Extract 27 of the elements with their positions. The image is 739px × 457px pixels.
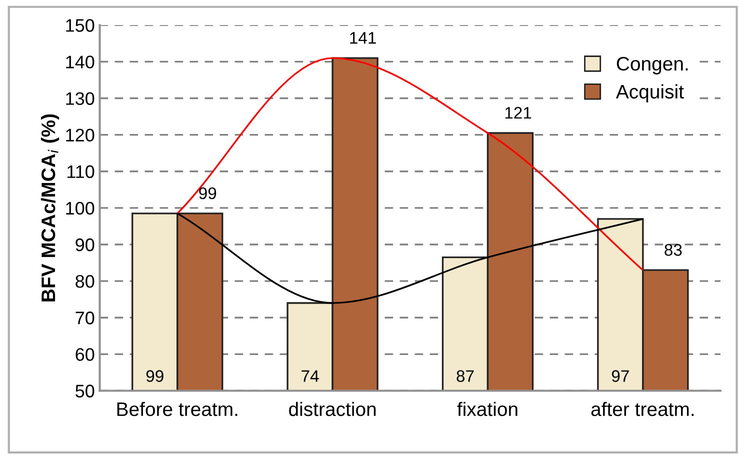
y-tick-label: 100	[66, 202, 94, 215]
y-axis-title: BFV MCAc/MCA$_{i}$ (%)	[40, 114, 60, 302]
y-tick-label: 140	[66, 56, 94, 68]
y-tick-label: 130	[66, 92, 94, 105]
y-tick-label: 70	[76, 312, 94, 324]
data-label: 141	[350, 32, 376, 44]
x-tick-label: fixation	[457, 402, 518, 416]
y-tick-label: 110	[67, 165, 94, 178]
y-tick-label: 150	[66, 19, 94, 32]
data-label: 74	[302, 370, 319, 382]
x-tick-label: after treatm.	[591, 402, 694, 416]
y-tick-label: 90	[76, 238, 94, 252]
legend-label: Congen.	[616, 56, 688, 74]
legend-label: Acquisit	[616, 84, 684, 102]
data-label: 83	[664, 244, 682, 256]
y-tick-label: 60	[76, 348, 94, 361]
x-tick-label: distraction	[289, 402, 376, 416]
line-series	[176, 212, 644, 304]
data-label: 121	[505, 106, 532, 119]
y-tick-label: 50	[76, 384, 94, 398]
x-tick-label: Before treatm.	[117, 402, 238, 416]
data-label: 87	[456, 370, 474, 382]
data-label: 99	[199, 187, 216, 200]
data-label: 99	[146, 370, 164, 382]
data-label: 97	[612, 370, 629, 382]
y-tick-label: 80	[76, 274, 94, 288]
y-tick-label: 120	[66, 128, 94, 142]
